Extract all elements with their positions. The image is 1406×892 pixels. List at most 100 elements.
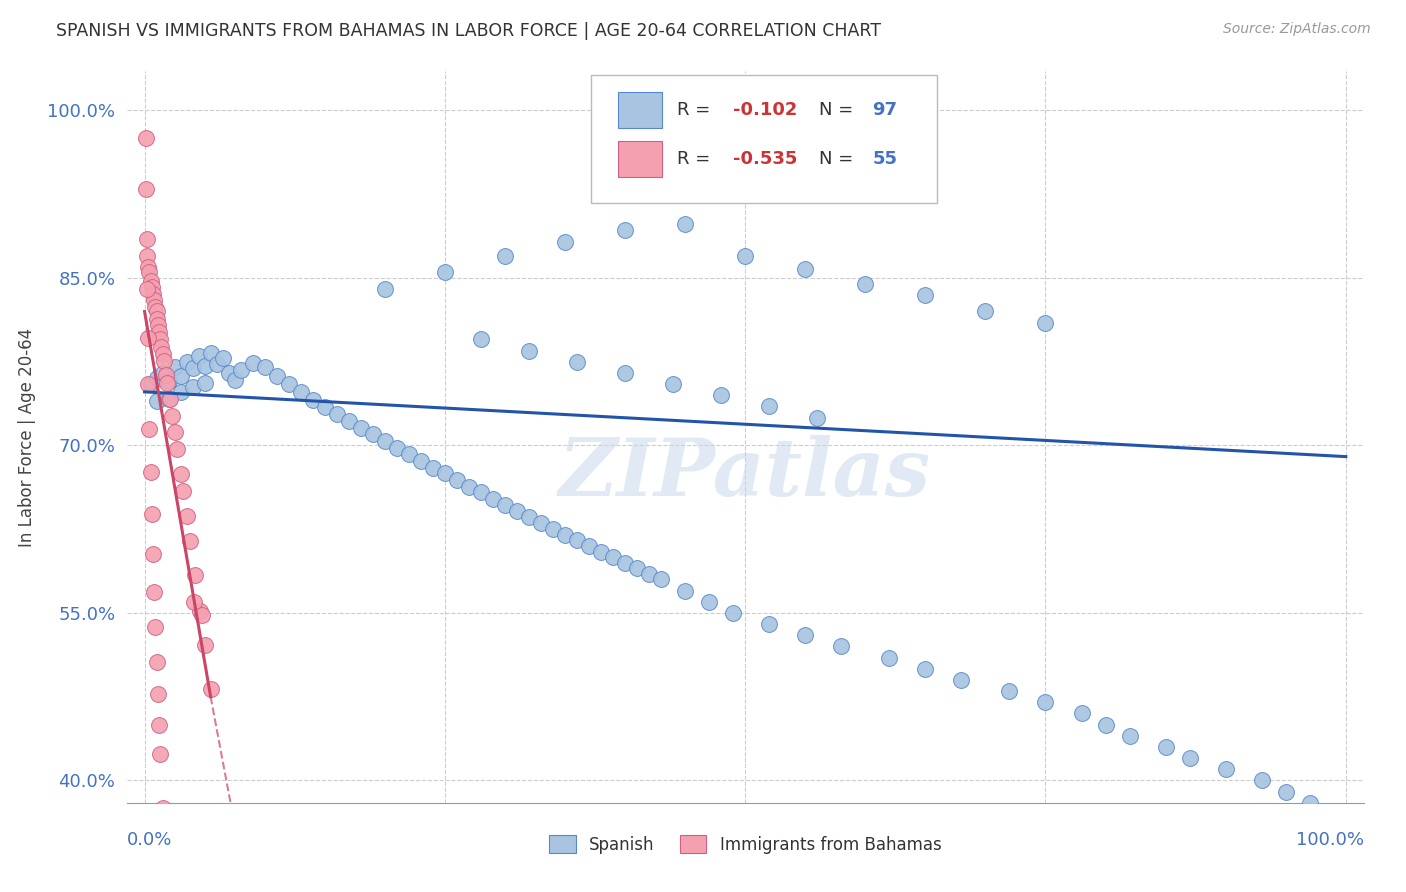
- Point: [181, 380, 204, 394]
- Point: [974, 304, 997, 318]
- Point: [301, 392, 323, 407]
- Point: [1118, 729, 1140, 743]
- Point: [530, 516, 553, 530]
- Point: [614, 556, 637, 570]
- Point: [1070, 706, 1092, 721]
- Point: [152, 353, 174, 368]
- Point: [145, 300, 167, 314]
- FancyBboxPatch shape: [591, 75, 936, 203]
- Point: [218, 366, 240, 380]
- Point: [148, 717, 170, 731]
- Point: [136, 282, 159, 296]
- Point: [142, 286, 165, 301]
- Point: [149, 332, 172, 346]
- Point: [141, 280, 163, 294]
- Point: [433, 467, 456, 481]
- Point: [806, 410, 828, 425]
- Point: [998, 684, 1021, 698]
- Text: R =: R =: [678, 101, 716, 120]
- Point: [183, 595, 205, 609]
- Point: [145, 304, 167, 318]
- Point: [626, 561, 648, 575]
- Text: Source: ZipAtlas.com: Source: ZipAtlas.com: [1223, 22, 1371, 37]
- Point: [157, 374, 180, 388]
- Point: [565, 354, 588, 368]
- Text: N =: N =: [820, 101, 859, 120]
- Point: [602, 550, 624, 565]
- Point: [554, 235, 576, 250]
- Point: [194, 376, 217, 390]
- Point: [149, 747, 172, 761]
- Point: [541, 522, 564, 536]
- Point: [142, 547, 165, 561]
- Point: [638, 566, 661, 581]
- Point: [374, 434, 396, 448]
- Point: [159, 392, 181, 406]
- Point: [136, 249, 159, 263]
- FancyBboxPatch shape: [617, 141, 662, 178]
- Point: [152, 366, 174, 380]
- Point: [350, 420, 373, 434]
- Point: [326, 407, 349, 421]
- Point: [145, 620, 167, 634]
- Text: SPANISH VS IMMIGRANTS FROM BAHAMAS IN LABOR FORCE | AGE 20-64 CORRELATION CHART: SPANISH VS IMMIGRANTS FROM BAHAMAS IN LA…: [56, 22, 882, 40]
- Point: [135, 131, 157, 145]
- Point: [148, 325, 170, 339]
- Point: [470, 485, 492, 500]
- Text: N =: N =: [820, 150, 859, 168]
- Point: [211, 351, 233, 366]
- Point: [578, 539, 600, 553]
- Point: [169, 384, 191, 399]
- Point: [152, 801, 174, 815]
- Point: [697, 595, 720, 609]
- Point: [145, 312, 167, 326]
- Point: [361, 427, 384, 442]
- Point: [205, 357, 228, 371]
- Point: [879, 650, 901, 665]
- Point: [146, 318, 169, 332]
- Point: [589, 544, 612, 558]
- Point: [721, 606, 744, 620]
- Point: [163, 360, 186, 375]
- Point: [138, 265, 160, 279]
- Point: [160, 409, 183, 424]
- Text: -0.102: -0.102: [733, 101, 797, 120]
- Point: [673, 218, 696, 232]
- Point: [1215, 762, 1237, 776]
- Point: [662, 377, 685, 392]
- Point: [517, 510, 540, 524]
- Point: [200, 681, 222, 696]
- Point: [176, 354, 198, 368]
- Point: [470, 332, 492, 346]
- Point: [374, 282, 396, 296]
- Point: [181, 361, 204, 376]
- Point: [153, 853, 176, 867]
- Point: [337, 414, 360, 428]
- Legend: Spanish, Immigrants from Bahamas: Spanish, Immigrants from Bahamas: [543, 829, 948, 860]
- Point: [650, 573, 672, 587]
- Point: [1250, 773, 1272, 788]
- Point: [433, 265, 456, 279]
- Point: [136, 232, 159, 246]
- Point: [1035, 695, 1057, 709]
- Point: [950, 673, 973, 687]
- Point: [1274, 784, 1296, 798]
- Point: [830, 640, 852, 654]
- Point: [385, 441, 408, 455]
- Point: [494, 498, 516, 512]
- Point: [138, 422, 160, 436]
- Point: [194, 638, 217, 652]
- Point: [398, 447, 420, 461]
- Point: [143, 293, 166, 308]
- Point: [172, 484, 194, 499]
- Text: R =: R =: [678, 150, 716, 168]
- Point: [853, 277, 876, 291]
- Point: [157, 392, 180, 406]
- Text: 100.0%: 100.0%: [1296, 830, 1364, 848]
- Point: [191, 608, 214, 623]
- Point: [506, 504, 529, 518]
- Point: [139, 377, 162, 392]
- Point: [314, 401, 336, 415]
- Point: [422, 460, 444, 475]
- Text: 97: 97: [873, 101, 897, 120]
